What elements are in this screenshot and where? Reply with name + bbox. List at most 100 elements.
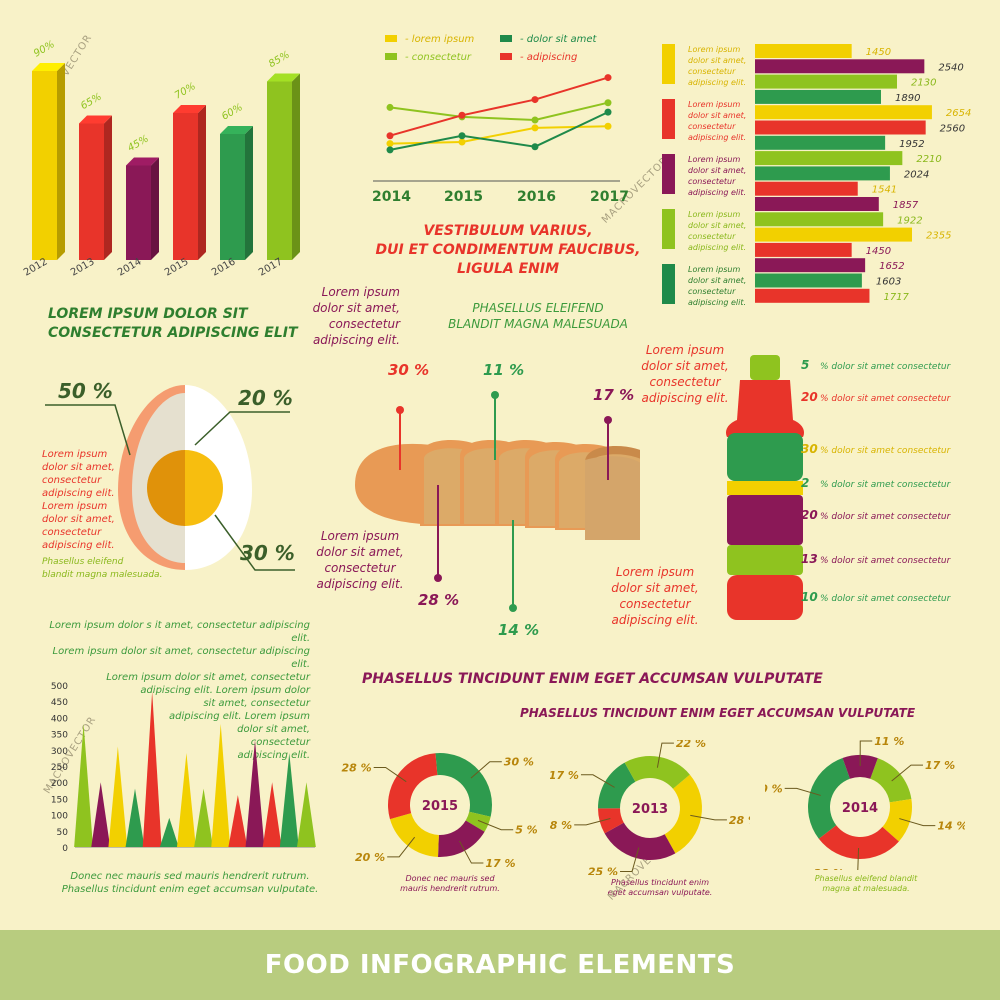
- text-line: consectetur: [42, 527, 102, 538]
- bar-value-label: 1603: [876, 277, 901, 288]
- percent-label: 17 %: [925, 759, 955, 772]
- lorem-heading-line1: LOREM IPSUM DOLOR SIT: [48, 306, 248, 322]
- spike: [245, 740, 265, 847]
- y-tick-label: 100: [51, 812, 68, 822]
- donut-2015-chart: 30 % 5 % 17 % 20 % 28 % 2015: [342, 753, 538, 870]
- donut-slice: [465, 811, 491, 832]
- y-tick-label: 350: [51, 731, 68, 741]
- percent-caption: % dolor sit amet consectetur: [820, 362, 952, 372]
- donut-2014-chart: 17 % 14 % 28 % 30 % 11 % 2014: [765, 735, 965, 870]
- y-tick-label: 300: [51, 747, 68, 757]
- data-point: [531, 96, 539, 104]
- text-line: dolor sit amet,: [316, 545, 404, 559]
- bottle-band: [727, 433, 803, 481]
- legend-label: dolor sit amet,: [688, 221, 746, 230]
- legend-label: Lorem ipsum: [688, 100, 740, 109]
- leader-line: [574, 817, 611, 826]
- text-line: adipiscing elit.: [42, 488, 115, 499]
- bar: [32, 71, 57, 260]
- text-line: Phasellus eleifend: [42, 557, 124, 567]
- leader-line: [214, 514, 295, 571]
- bar-value-label: 2654: [946, 108, 971, 119]
- lorem-heading-line2: CONSECTETUR ADIPISCING ELIT: [48, 325, 298, 341]
- bar: [755, 105, 932, 120]
- data-point: [604, 122, 612, 130]
- donut-center-label: 2014: [842, 801, 878, 816]
- text-line: dolor sit amet,: [641, 359, 729, 373]
- text-line: adipiscing elit. Lorem ipsum dolor: [140, 685, 310, 696]
- bar-side: [151, 157, 159, 260]
- donut-slice: [388, 753, 438, 820]
- bar: [755, 89, 881, 104]
- text-line: dolor sit amet,: [237, 724, 310, 735]
- x-tick-label: 2015: [444, 189, 483, 205]
- donut-slice: [842, 755, 878, 779]
- egg-yolk-right: [185, 450, 223, 526]
- percent-caption: % dolor sit amet consectetur: [820, 394, 952, 404]
- bar-value-label: 70%: [173, 81, 198, 102]
- pin-dot: [604, 416, 612, 424]
- text-line: consectetur: [250, 737, 310, 748]
- bar: [126, 165, 151, 260]
- donut-slice: [435, 753, 492, 817]
- text-line: Phasellus tincidunt enim eget accumsan v…: [61, 884, 319, 895]
- bar-value-label: 2024: [904, 169, 929, 180]
- data-point: [458, 138, 466, 146]
- donut-2013-caption: Phasellus tincidunt enim eget accumsan v…: [590, 878, 730, 898]
- egg-lorem: Lorem ipsum dolor sit amet, consectetur …: [42, 448, 152, 552]
- text-line: Phasellus eleifend blandit: [814, 874, 918, 883]
- percent-label: 22 %: [676, 740, 706, 750]
- percent-label: 17 %: [485, 857, 515, 870]
- bar-side: [198, 105, 206, 260]
- text-line: sit amet, consectetur: [203, 698, 310, 709]
- data-point: [531, 143, 539, 151]
- bar: [755, 166, 890, 181]
- text-line: blandit magna malesuada.: [42, 570, 163, 580]
- legend-swatch: [662, 99, 675, 139]
- leader-line: [620, 847, 640, 873]
- leader-line: [857, 847, 860, 870]
- spike-chart: 0 50 100 150 200 250 300 350 400 450 500: [51, 682, 316, 854]
- bar-value-label: 1890: [895, 93, 920, 104]
- percent-label: 50 %: [58, 379, 113, 403]
- y-tick-label: 50: [57, 828, 69, 838]
- legend-swatch: [500, 53, 512, 60]
- legend-swatch: [500, 35, 512, 42]
- donut-slice: [664, 774, 702, 854]
- lorem-heading: LOREM IPSUM DOLOR SIT CONSECTETUR ADIPIS…: [48, 305, 308, 343]
- data-point: [386, 132, 394, 140]
- legend-label: adipiscing elit.: [688, 78, 746, 87]
- data-point: [386, 140, 394, 148]
- pin-dot: [491, 391, 499, 399]
- legend-label: adipiscing elit.: [688, 188, 746, 197]
- percent-value: 20: [801, 390, 818, 404]
- bar-top: [126, 157, 159, 166]
- bar-value-label: 2130: [911, 78, 936, 89]
- percent-label: 28 %: [729, 814, 750, 827]
- legend-swatch: [662, 264, 675, 304]
- donut-center-label: 2013: [632, 802, 668, 817]
- percent-value: 13: [801, 552, 818, 566]
- pin-dot: [509, 604, 517, 612]
- percent-value: 20: [801, 508, 818, 522]
- spike: [74, 723, 93, 847]
- legend-label: dolor sit amet,: [688, 56, 746, 65]
- y-tick-label: 200: [51, 779, 68, 789]
- footer-banner: FOOD INFOGRAPHIC ELEMENTS: [0, 930, 1000, 1000]
- x-tick-label: 2016: [517, 189, 556, 205]
- bar: [755, 74, 897, 89]
- bar: [220, 134, 245, 260]
- bar-top: [173, 105, 206, 113]
- legend-label: dolor sit amet,: [688, 111, 746, 120]
- bar-value-label: 2540: [938, 62, 963, 73]
- donut-center-label: 2015: [422, 799, 458, 814]
- y-tick-label: 400: [51, 714, 68, 724]
- bottle-band: [727, 575, 803, 620]
- legend-swatch: [385, 53, 397, 60]
- spike: [108, 746, 128, 847]
- percent-caption: % dolor sit amet consectetur: [820, 480, 952, 490]
- bar-value-label: 85%: [267, 49, 292, 70]
- legend-label: - adipiscing: [520, 52, 577, 63]
- bar-value-label: 1450: [866, 246, 891, 257]
- spike: [262, 782, 282, 847]
